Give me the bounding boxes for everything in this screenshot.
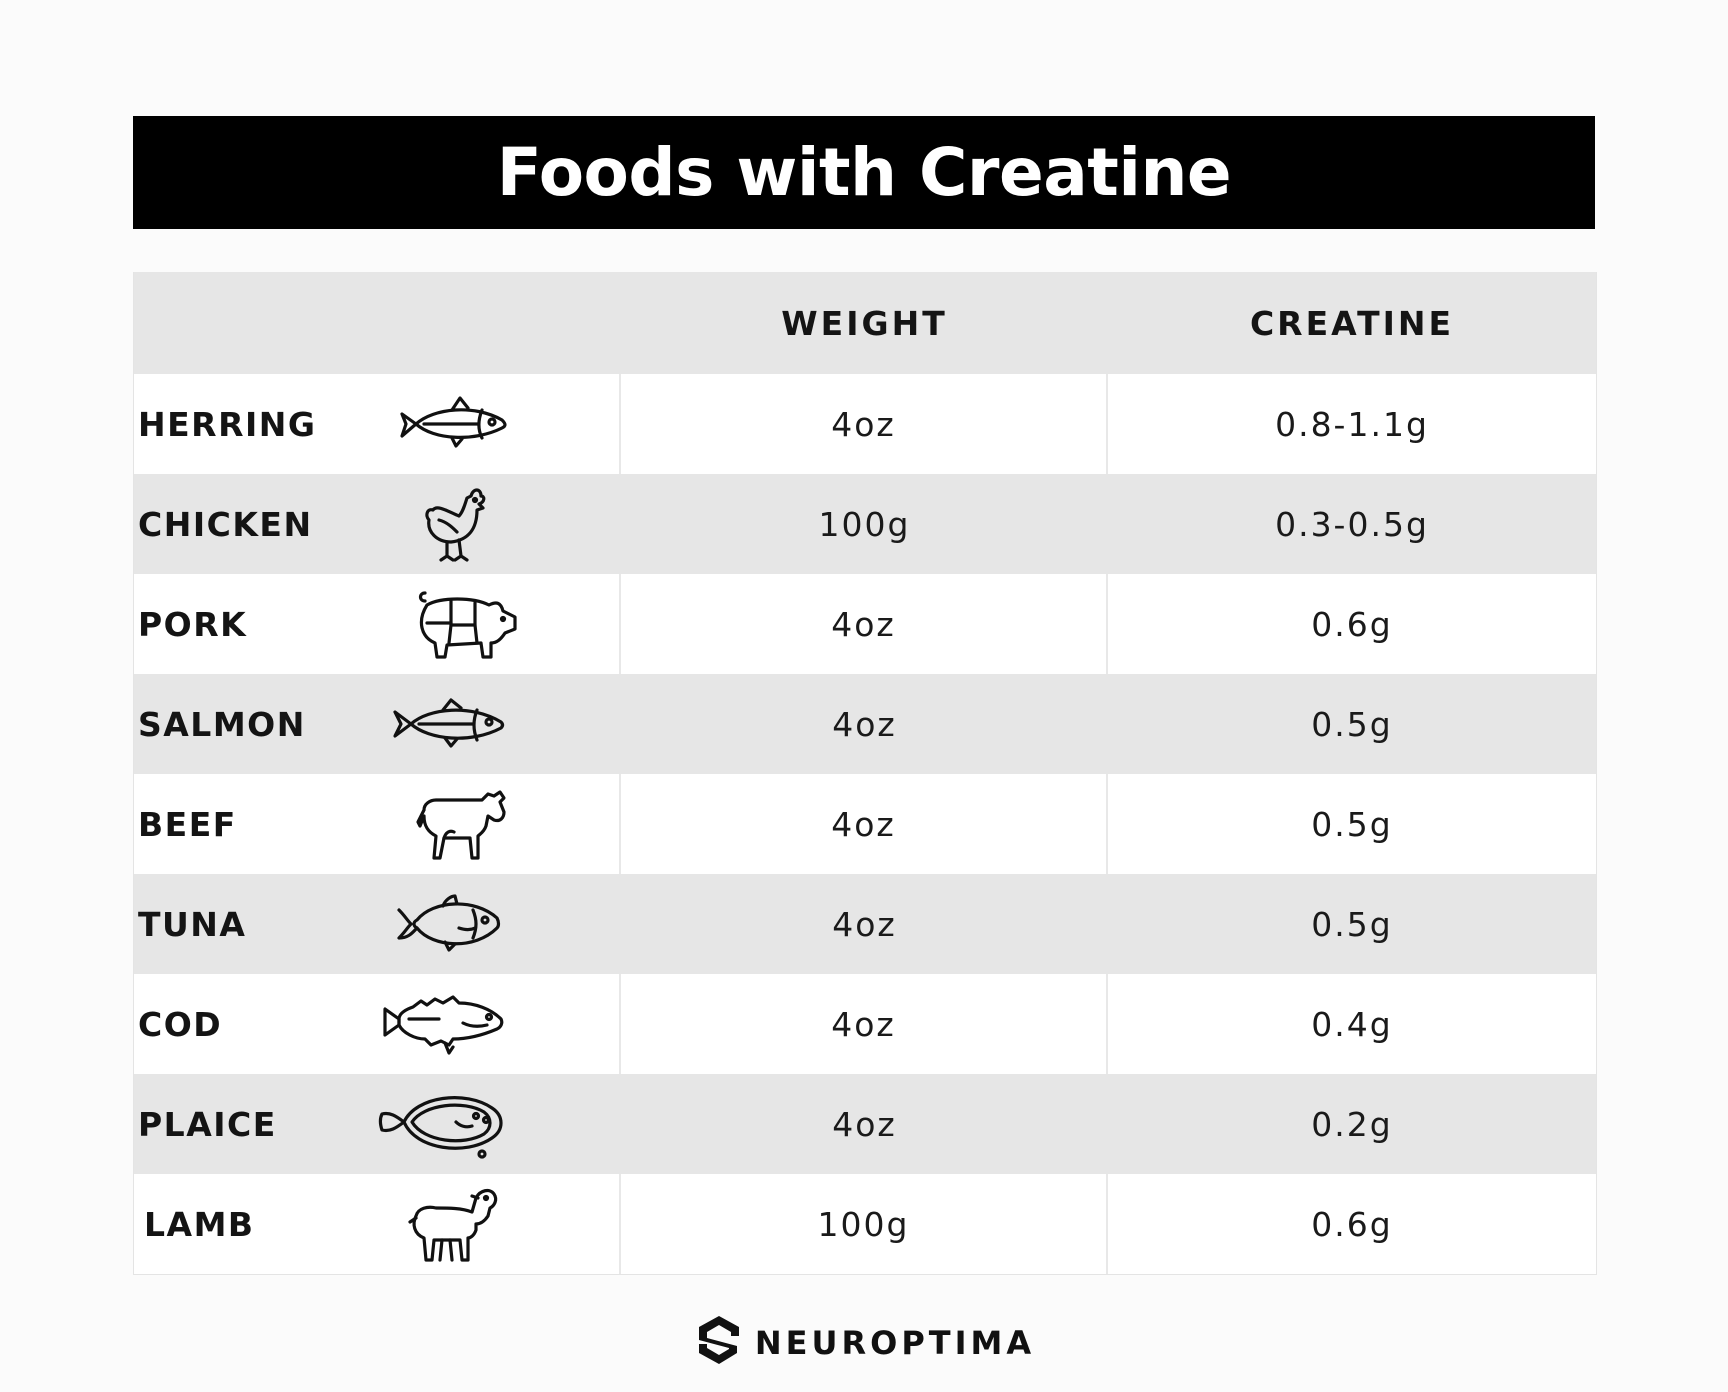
page-title: Foods with Creatine — [496, 134, 1232, 211]
creatine-value: 0.2g — [1311, 1104, 1393, 1144]
table-row: CHICKEN 100g 0.3-0.5g — [134, 474, 1596, 574]
food-cell: TUNA — [134, 874, 621, 974]
food-name: SALMON — [138, 704, 306, 744]
food-name: TUNA — [138, 904, 247, 944]
cow-icon — [394, 774, 534, 874]
food-name: PLAICE — [138, 1104, 277, 1144]
weight-value: 4oz — [832, 704, 897, 744]
creatine-value: 0.3-0.5g — [1275, 504, 1429, 544]
weight-cell: 4oz — [621, 774, 1108, 874]
table-row: BEEF 4oz 0.5g — [134, 774, 1596, 874]
creatine-cell: 0.4g — [1108, 974, 1596, 1074]
header-creatine-label: CREATINE — [1249, 303, 1455, 343]
weight-cell: 4oz — [621, 574, 1108, 674]
neuroptima-logo-icon — [693, 1312, 745, 1373]
creatine-value: 0.4g — [1311, 1004, 1393, 1044]
food-name: BEEF — [138, 804, 237, 844]
food-cell: LAMB — [134, 1174, 621, 1274]
creatine-value: 0.8-1.1g — [1275, 404, 1429, 444]
header-weight-label: WEIGHT — [781, 303, 948, 343]
pig-icon — [396, 574, 536, 674]
chicken-icon — [384, 474, 524, 574]
creatine-cell: 0.6g — [1108, 1174, 1596, 1274]
creatine-value: 0.5g — [1311, 704, 1393, 744]
brand-name: NEUROPTIMA — [754, 1323, 1036, 1362]
creatine-value: 0.5g — [1311, 904, 1393, 944]
table-row: HERRING 4oz 0.8-1.1g — [134, 374, 1596, 474]
food-name: CHICKEN — [138, 504, 313, 544]
table-row: COD 4oz 0.4g — [134, 974, 1596, 1074]
creatine-table: WEIGHT CREATINE HERRING 4oz 0.8-1.1g — [133, 272, 1597, 1275]
food-cell: CHICKEN — [134, 474, 621, 574]
weight-value: 100g — [818, 504, 911, 544]
food-cell: SALMON — [134, 674, 621, 774]
creatine-cell: 0.6g — [1108, 574, 1596, 674]
cod-fish-icon — [374, 974, 514, 1074]
header-food — [134, 272, 621, 374]
header-weight: WEIGHT — [621, 272, 1108, 374]
creatine-cell: 0.3-0.5g — [1108, 474, 1596, 574]
plaice-flatfish-icon — [372, 1074, 512, 1174]
herring-fish-icon — [384, 374, 524, 474]
weight-cell: 4oz — [621, 674, 1108, 774]
weight-value: 4oz — [831, 804, 896, 844]
food-cell: BEEF — [134, 774, 621, 874]
table-header-row: WEIGHT CREATINE — [134, 272, 1596, 374]
food-cell: PLAICE — [134, 1074, 621, 1174]
tuna-fish-icon — [378, 874, 518, 974]
weight-cell: 4oz — [621, 1074, 1108, 1174]
weight-value: 4oz — [832, 1104, 897, 1144]
table-row: TUNA 4oz 0.5g — [134, 874, 1596, 974]
creatine-value: 0.6g — [1311, 1204, 1393, 1244]
creatine-value: 0.6g — [1311, 604, 1393, 644]
header-creatine: CREATINE — [1108, 272, 1596, 374]
food-name: COD — [138, 1004, 223, 1044]
weight-cell: 4oz — [621, 974, 1108, 1074]
creatine-value: 0.5g — [1311, 804, 1393, 844]
salmon-fish-icon — [379, 674, 519, 774]
food-name: PORK — [138, 604, 248, 644]
food-cell: PORK — [134, 574, 621, 674]
food-cell: COD — [134, 974, 621, 1074]
weight-value: 4oz — [831, 1004, 896, 1044]
table-row: PORK 4oz 0.6g — [134, 574, 1596, 674]
food-cell: HERRING — [134, 374, 621, 474]
brand-footer: NEUROPTIMA — [0, 1312, 1728, 1373]
weight-value: 4oz — [831, 404, 896, 444]
weight-cell: 100g — [621, 1174, 1108, 1274]
creatine-cell: 0.2g — [1108, 1074, 1596, 1174]
weight-cell: 4oz — [621, 374, 1108, 474]
weight-value: 4oz — [832, 904, 897, 944]
creatine-cell: 0.5g — [1108, 774, 1596, 874]
table-row: SALMON 4oz 0.5g — [134, 674, 1596, 774]
table-row: LAMB 100g 0.6g — [134, 1174, 1596, 1274]
weight-cell: 100g — [621, 474, 1108, 574]
lamb-icon — [384, 1174, 524, 1274]
food-name: LAMB — [144, 1204, 255, 1244]
creatine-cell: 0.8-1.1g — [1108, 374, 1596, 474]
table-row: PLAICE 4oz 0.2g — [134, 1074, 1596, 1174]
creatine-cell: 0.5g — [1108, 874, 1596, 974]
weight-cell: 4oz — [621, 874, 1108, 974]
weight-value: 100g — [817, 1204, 910, 1244]
creatine-cell: 0.5g — [1108, 674, 1596, 774]
weight-value: 4oz — [831, 604, 896, 644]
food-name: HERRING — [138, 404, 317, 444]
title-bar: Foods with Creatine — [133, 116, 1595, 229]
